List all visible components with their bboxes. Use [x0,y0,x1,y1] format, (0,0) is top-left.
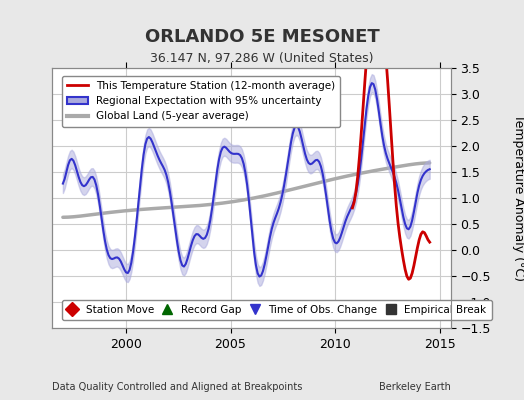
Text: Berkeley Earth: Berkeley Earth [379,382,451,392]
Text: Data Quality Controlled and Aligned at Breakpoints: Data Quality Controlled and Aligned at B… [52,382,303,392]
Legend: Station Move, Record Gap, Time of Obs. Change, Empirical Break: Station Move, Record Gap, Time of Obs. C… [62,300,492,320]
Y-axis label: Temperature Anomaly (°C): Temperature Anomaly (°C) [512,114,524,282]
Text: ORLANDO 5E MESONET: ORLANDO 5E MESONET [145,28,379,46]
Text: 36.147 N, 97.286 W (United States): 36.147 N, 97.286 W (United States) [150,52,374,65]
